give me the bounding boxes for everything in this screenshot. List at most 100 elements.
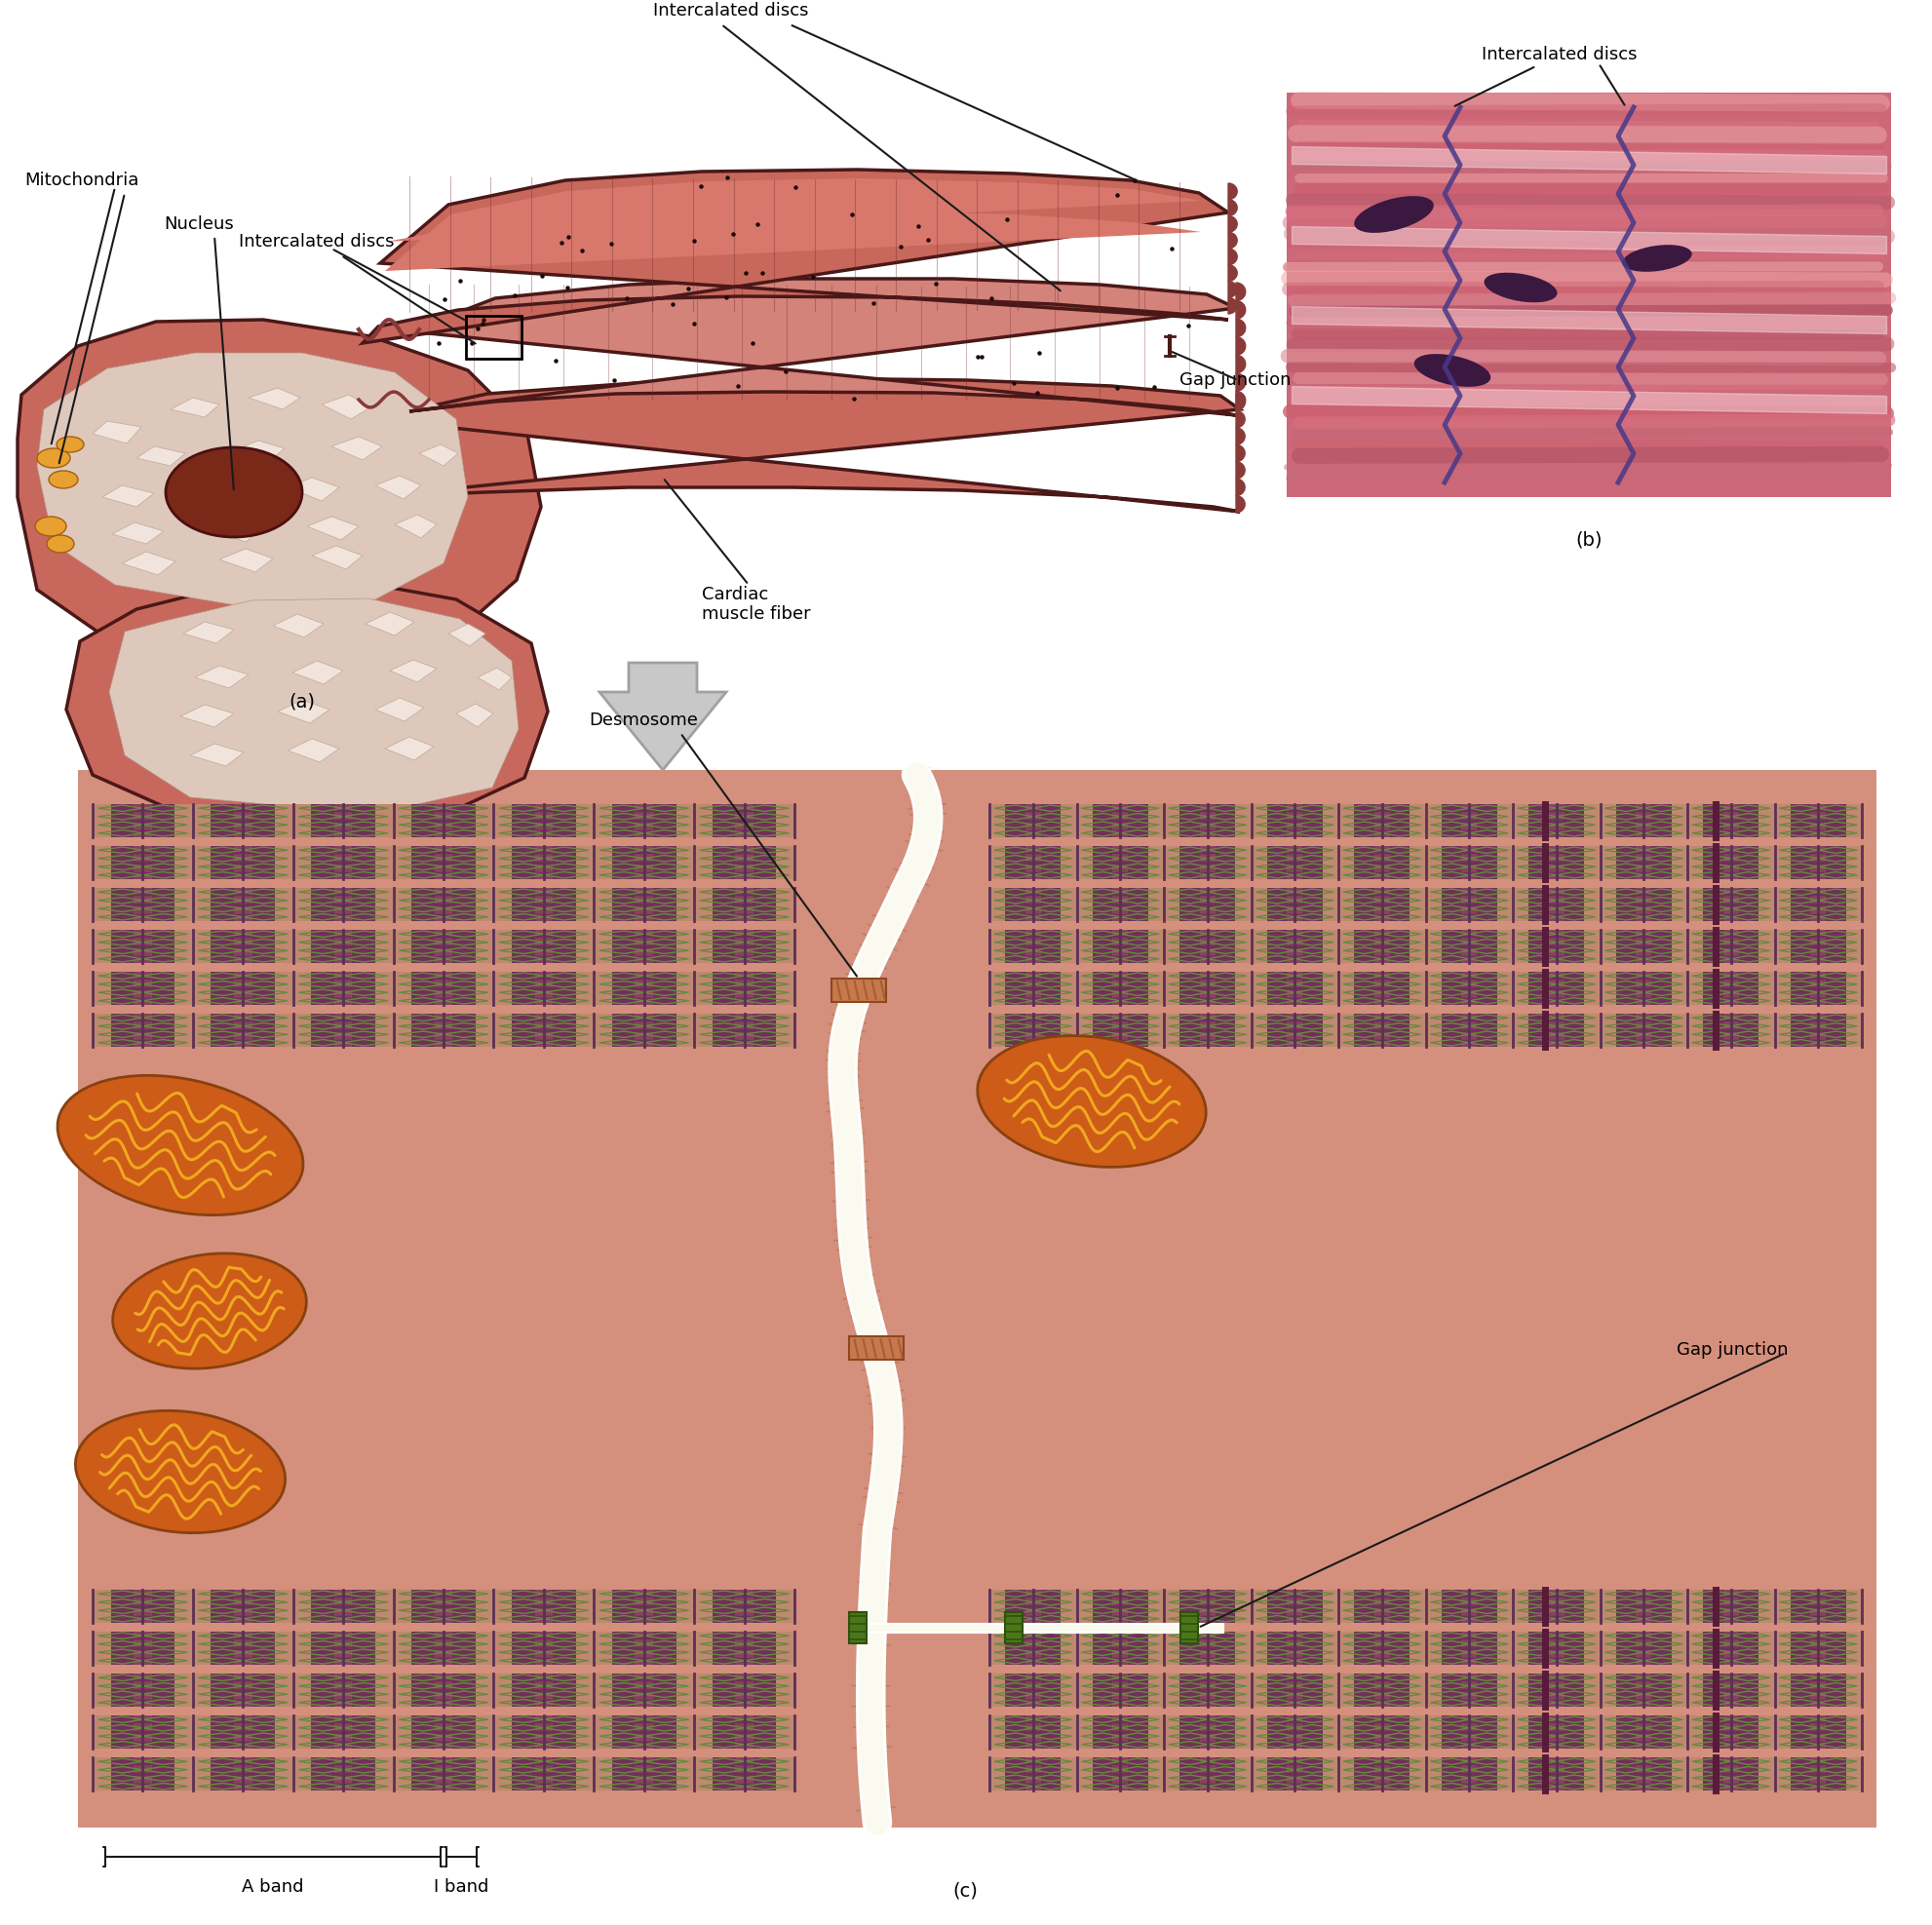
Polygon shape xyxy=(1227,248,1236,266)
Bar xyxy=(174,805,193,837)
Bar xyxy=(1092,1632,1148,1665)
Polygon shape xyxy=(249,389,299,410)
Bar xyxy=(110,1014,174,1047)
Bar xyxy=(1179,1632,1235,1665)
Bar xyxy=(512,845,576,880)
Bar xyxy=(1671,1014,1687,1047)
Polygon shape xyxy=(288,477,338,500)
Bar xyxy=(1163,1758,1179,1790)
Bar xyxy=(989,1673,1005,1707)
Bar xyxy=(435,805,452,837)
Bar xyxy=(234,1758,251,1790)
Bar xyxy=(1374,845,1389,880)
Bar xyxy=(1497,1014,1513,1047)
Bar xyxy=(989,887,1005,920)
Bar xyxy=(211,1632,274,1665)
Bar xyxy=(1461,972,1476,1005)
Bar xyxy=(1179,1590,1235,1623)
Bar xyxy=(274,1632,294,1665)
Bar xyxy=(93,887,110,920)
Bar xyxy=(989,1673,1861,1707)
Bar xyxy=(1200,805,1215,837)
Bar xyxy=(989,1758,1005,1790)
Bar xyxy=(435,1632,452,1665)
Bar xyxy=(1200,1014,1215,1047)
Polygon shape xyxy=(1235,497,1244,512)
Bar xyxy=(493,1758,512,1790)
Bar xyxy=(1702,1673,1758,1707)
Bar xyxy=(1024,930,1039,962)
Bar xyxy=(1687,1014,1702,1047)
Bar xyxy=(576,1673,593,1707)
Bar xyxy=(1528,1590,1584,1623)
Bar xyxy=(375,1673,394,1707)
Bar xyxy=(234,972,251,1005)
Ellipse shape xyxy=(37,449,70,468)
Bar xyxy=(1441,1014,1497,1047)
Bar xyxy=(1774,805,1789,837)
Bar xyxy=(1634,1632,1650,1665)
Bar xyxy=(535,1673,553,1707)
Bar xyxy=(93,1673,110,1707)
Bar xyxy=(1005,845,1061,880)
Bar xyxy=(1061,930,1076,962)
Bar xyxy=(576,805,593,837)
Bar xyxy=(636,930,653,962)
Bar xyxy=(1354,1673,1408,1707)
Bar xyxy=(1634,1715,1650,1748)
Bar xyxy=(1200,1715,1215,1748)
Bar xyxy=(1235,805,1250,837)
Bar xyxy=(1600,887,1615,920)
Bar xyxy=(1200,972,1215,1005)
Polygon shape xyxy=(365,612,413,635)
Bar xyxy=(435,1014,452,1047)
Bar xyxy=(211,887,274,920)
Bar xyxy=(234,1632,251,1665)
Bar xyxy=(1179,1014,1235,1047)
Bar xyxy=(1758,845,1774,880)
Bar xyxy=(1092,1014,1148,1047)
Polygon shape xyxy=(448,624,485,647)
Bar xyxy=(1374,972,1389,1005)
Bar xyxy=(110,1590,174,1623)
Bar xyxy=(1337,930,1354,962)
Bar xyxy=(1702,930,1758,962)
Bar xyxy=(435,1673,452,1707)
Bar xyxy=(1528,972,1584,1005)
Bar xyxy=(1287,1014,1302,1047)
Bar xyxy=(694,1673,711,1707)
Bar xyxy=(1687,972,1702,1005)
Bar xyxy=(435,887,452,920)
Bar xyxy=(1235,1590,1250,1623)
Bar xyxy=(1076,1632,1092,1665)
Bar xyxy=(576,845,593,880)
Bar xyxy=(1235,972,1250,1005)
Bar xyxy=(1441,930,1497,962)
Text: A band: A band xyxy=(242,1879,303,1896)
Bar xyxy=(1061,1014,1076,1047)
Text: Mitochondria: Mitochondria xyxy=(25,171,139,189)
Bar xyxy=(1497,1590,1513,1623)
Bar xyxy=(1337,1715,1354,1748)
Bar xyxy=(193,930,211,962)
Bar xyxy=(576,1632,593,1665)
Bar xyxy=(1584,972,1600,1005)
Bar xyxy=(1687,1673,1702,1707)
Bar xyxy=(512,887,576,920)
Bar xyxy=(1513,1632,1528,1665)
Bar xyxy=(475,1632,493,1665)
Bar xyxy=(1721,972,1739,1005)
Bar xyxy=(1671,930,1687,962)
Bar xyxy=(274,1758,294,1790)
Polygon shape xyxy=(390,660,437,681)
Bar xyxy=(694,887,711,920)
Bar xyxy=(694,805,711,837)
Bar xyxy=(636,1673,653,1707)
Polygon shape xyxy=(195,666,249,687)
Bar xyxy=(375,805,394,837)
Bar xyxy=(1461,887,1476,920)
Bar xyxy=(1845,930,1861,962)
Bar xyxy=(435,1715,452,1748)
Bar xyxy=(1024,972,1039,1005)
Bar xyxy=(1600,805,1615,837)
